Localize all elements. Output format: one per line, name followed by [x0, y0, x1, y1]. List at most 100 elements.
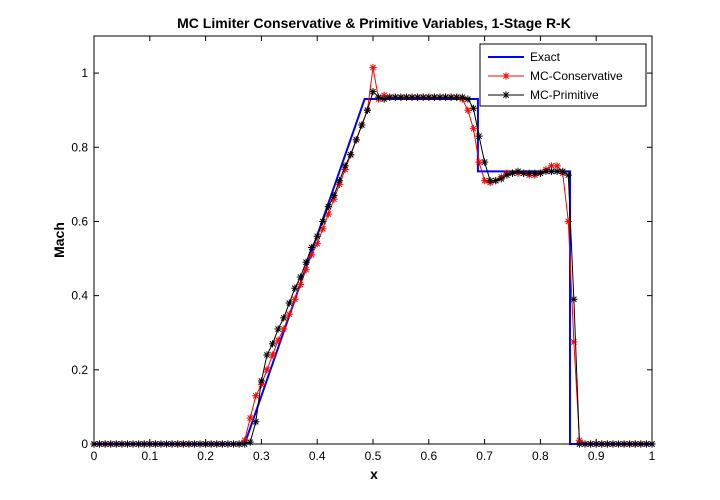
data-point-mc-primitive	[202, 440, 210, 448]
data-point-mc-primitive	[229, 440, 238, 448]
data-point-mc-conservative	[291, 295, 299, 303]
legend-label: MC-Primitive	[530, 88, 599, 102]
x-tick-label: 0.9	[588, 449, 605, 463]
legend: Exact MC-Conservative MC-Primitive	[479, 43, 647, 107]
x-tick-label: 1	[649, 449, 656, 463]
x-axis-label: x	[370, 466, 378, 482]
legend-entry-mc-primitive: MC-Primitive	[488, 88, 599, 102]
data-point-mc-primitive	[369, 88, 377, 96]
x-tick-label: 0.6	[420, 449, 437, 463]
x-tick-label: 0.3	[253, 449, 270, 463]
data-point-mc-primitive	[592, 440, 600, 448]
data-point-mc-primitive	[302, 258, 310, 266]
data-point-mc-primitive	[168, 440, 176, 448]
y-tick-label: 1	[81, 66, 88, 80]
data-point-mc-conservative	[313, 240, 321, 248]
data-point-mc-primitive	[179, 440, 187, 448]
data-point-mc-primitive	[559, 167, 567, 175]
legend-label: Exact	[530, 50, 561, 64]
x-axis-ticks: 0 0.1 0.2 0.3 0.4 0.5 0.6 0.7 0.8 0.9 1	[91, 36, 656, 463]
y-axis-label: Mach	[51, 222, 67, 258]
data-point-mc-primitive	[469, 104, 478, 112]
data-point-mc-primitive	[363, 106, 372, 114]
data-point-mc-primitive	[408, 93, 416, 101]
data-point-mc-primitive	[341, 162, 349, 170]
legend-marker	[502, 72, 510, 80]
y-tick-label: 0.6	[71, 214, 88, 228]
legend-entry-exact: Exact	[488, 50, 561, 64]
data-point-mc-primitive	[335, 177, 344, 185]
data-point-mc-primitive	[257, 377, 265, 385]
data-point-mc-primitive	[291, 284, 299, 292]
data-point-mc-primitive	[648, 440, 656, 448]
data-point-mc-primitive	[285, 299, 293, 307]
data-point-mc-primitive	[330, 191, 338, 200]
legend-label: MC-Conservative	[530, 69, 623, 83]
data-point-mc-primitive	[508, 169, 517, 177]
data-point-mc-conservative	[285, 310, 293, 318]
data-point-mc-primitive	[252, 418, 260, 426]
data-point-mc-primitive	[241, 440, 249, 448]
data-point-mc-conservative	[263, 366, 271, 374]
data-point-mc-conservative	[464, 106, 472, 114]
data-point-mc-primitive	[481, 158, 489, 166]
data-point-mc-primitive	[620, 440, 628, 448]
data-point-mc-primitive	[458, 93, 466, 101]
data-point-mc-primitive	[296, 273, 305, 281]
data-point-mc-primitive	[213, 440, 221, 448]
y-tick-label: 0.4	[71, 289, 88, 303]
legend-entries: Exact MC-Conservative MC-Primitive	[488, 50, 623, 102]
data-point-mc-primitive	[374, 93, 383, 101]
data-point-mc-conservative	[296, 280, 305, 289]
data-point-mc-primitive	[280, 314, 288, 322]
data-point-mc-conservative	[252, 392, 260, 400]
data-point-mc-conservative	[469, 125, 478, 133]
data-point-mc-primitive	[196, 440, 204, 448]
y-axis-ticks: 0 0.2 0.4 0.6 0.8 1	[71, 66, 652, 451]
data-point-mc-primitive	[174, 440, 182, 448]
data-point-mc-conservative	[570, 338, 578, 346]
data-point-mc-primitive	[570, 295, 578, 303]
data-point-mc-primitive	[218, 440, 226, 448]
data-point-mc-primitive	[514, 167, 522, 175]
legend-marker	[502, 91, 510, 99]
data-point-mc-primitive	[319, 217, 327, 226]
y-tick-label: 0	[81, 437, 88, 451]
data-point-mc-primitive	[347, 151, 355, 159]
data-point-mc-conservative	[246, 414, 254, 422]
data-point-mc-primitive	[235, 440, 243, 448]
legend-entry-mc-conservative: MC-Conservative	[488, 69, 623, 83]
data-point-mc-primitive	[263, 351, 271, 359]
data-point-mc-primitive	[464, 95, 472, 103]
x-tick-label: 0.8	[532, 449, 549, 463]
chart-title: MC Limiter Conservative & Primitive Vari…	[177, 15, 571, 31]
y-tick-label: 0.2	[71, 363, 88, 377]
data-point-mc-primitive	[358, 121, 366, 129]
data-point-mc-primitive	[246, 438, 254, 446]
data-point-mc-primitive	[475, 132, 483, 140]
data-point-mc-primitive	[536, 169, 544, 177]
data-point-mc-conservative	[268, 351, 277, 359]
x-tick-label: 0	[91, 449, 98, 463]
data-point-mc-primitive	[402, 93, 411, 101]
data-point-mc-primitive	[436, 93, 444, 101]
data-point-mc-primitive	[503, 171, 511, 179]
data-point-mc-primitive	[380, 95, 388, 103]
data-point-mc-primitive	[107, 440, 115, 448]
series-layer	[90, 63, 656, 448]
data-point-mc-primitive	[274, 325, 282, 333]
data-point-mc-primitive	[497, 175, 505, 183]
x-tick-label: 0.5	[365, 449, 382, 463]
data-point-mc-primitive	[268, 340, 277, 348]
data-point-mc-primitive	[140, 440, 148, 448]
data-point-mc-primitive	[162, 440, 171, 448]
x-tick-label: 0.4	[309, 449, 326, 463]
data-point-mc-primitive	[308, 243, 316, 252]
data-point-mc-conservative	[274, 336, 282, 344]
x-tick-label: 0.1	[141, 449, 158, 463]
data-point-mc-conservative	[369, 63, 377, 72]
data-point-mc-primitive	[614, 440, 623, 448]
data-point-mc-primitive	[564, 171, 572, 179]
x-tick-label: 0.2	[197, 449, 214, 463]
